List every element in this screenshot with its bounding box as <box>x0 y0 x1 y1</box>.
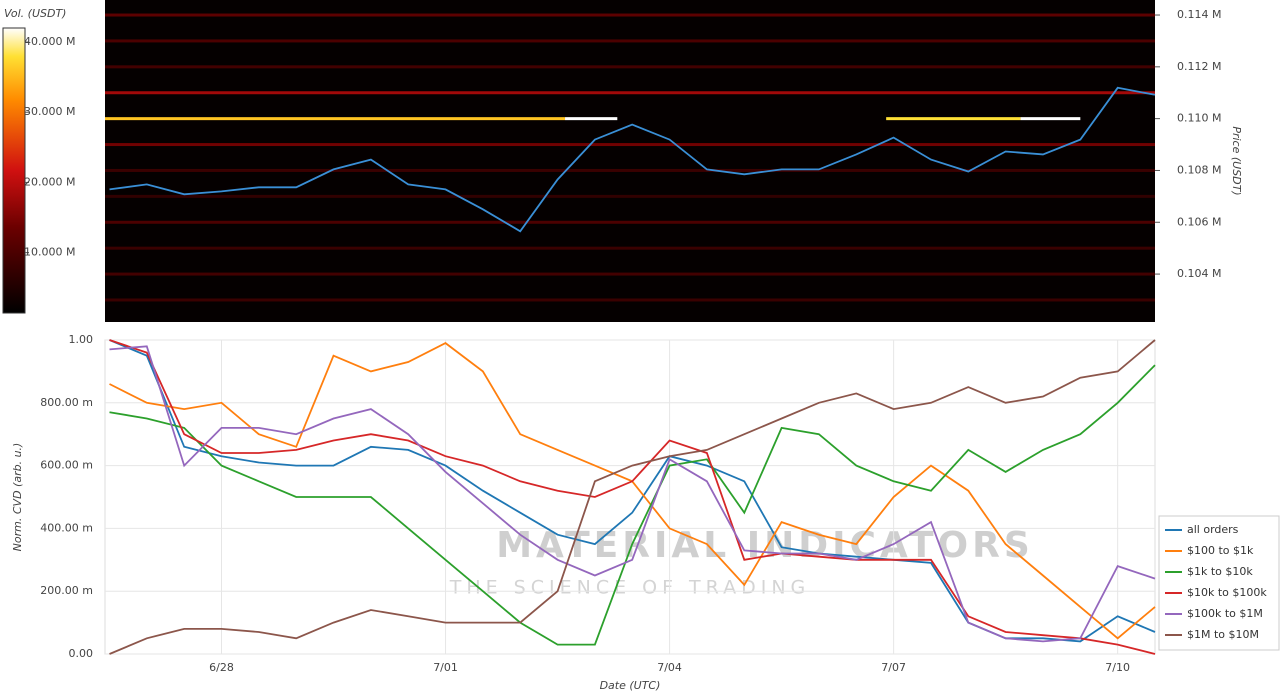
legend-label: $1M to $10M <box>1187 628 1259 641</box>
heatmap-area <box>105 0 1155 322</box>
heat-band <box>105 246 1155 250</box>
y-tick-label: 400.00 m <box>40 521 93 534</box>
legend-label: $100 to $1k <box>1187 544 1254 557</box>
heat-band <box>565 117 618 121</box>
y-tick-label: 0.114 M <box>1177 8 1221 21</box>
watermark: MATERIAL INDICATORS <box>496 525 1034 566</box>
heat-band <box>105 39 1155 43</box>
series-line <box>109 364 1156 646</box>
x-tick-label: 6/28 <box>209 661 234 674</box>
colorbar-tick-label: 20.000 M <box>24 175 75 188</box>
heat-band <box>105 91 1155 95</box>
watermark-sub: THE SCIENCE OF TRADING <box>449 577 811 599</box>
y-tick-label: 200.00 m <box>40 584 93 597</box>
y-axis-label: Price (USDT) <box>1230 126 1243 195</box>
y-tick-label: 0.00 <box>69 647 94 660</box>
x-tick-label: 7/04 <box>657 661 682 674</box>
x-tick-label: 7/01 <box>433 661 458 674</box>
y-tick-label: 0.106 M <box>1177 215 1221 228</box>
y-tick-label: 0.108 M <box>1177 163 1221 176</box>
colorbar-tick-label: 30.000 M <box>24 105 75 118</box>
legend-label: $100k to $1M <box>1187 607 1263 620</box>
heat-band <box>1020 117 1081 121</box>
heat-band <box>105 65 1155 69</box>
heat-band <box>105 298 1155 302</box>
y-tick-label: 1.00 <box>69 333 94 346</box>
x-axis-label: Date (UTC) <box>600 679 661 692</box>
heat-band <box>886 117 1021 121</box>
heat-band <box>105 117 566 121</box>
y-axis-label: Norm. CVD (arb. u.) <box>11 443 24 552</box>
legend <box>1158 515 1280 651</box>
series-line <box>109 345 1156 643</box>
legend-label: $10k to $100k <box>1187 586 1267 599</box>
x-tick-label: 7/07 <box>881 661 906 674</box>
plot-area <box>104 339 1156 655</box>
y-tick-label: 600.00 m <box>40 459 93 472</box>
colorbar-title: Vol. (USDT) <box>4 7 66 20</box>
y-tick-label: 0.110 M <box>1177 112 1221 125</box>
heat-band <box>105 220 1155 224</box>
y-tick-label: 800.00 m <box>40 396 93 409</box>
heat-band <box>105 13 1155 17</box>
heat-band <box>105 143 1155 147</box>
heat-band <box>105 168 1155 172</box>
colorbar-tick-label: 10.000 M <box>24 246 75 259</box>
colorbar-tick-label: 40.000 M <box>24 35 75 48</box>
legend-label: all orders <box>1187 523 1239 536</box>
colorbar <box>2 27 26 314</box>
legend-label: $1k to $10k <box>1187 565 1253 578</box>
heat-band <box>105 194 1155 198</box>
series-line <box>109 339 1156 655</box>
series-line <box>109 339 1156 655</box>
y-tick-label: 0.112 M <box>1177 60 1221 73</box>
y-tick-label: 0.104 M <box>1177 267 1221 280</box>
series-line <box>109 86 1156 233</box>
x-tick-label: 7/10 <box>1105 661 1130 674</box>
heat-band <box>105 272 1155 276</box>
